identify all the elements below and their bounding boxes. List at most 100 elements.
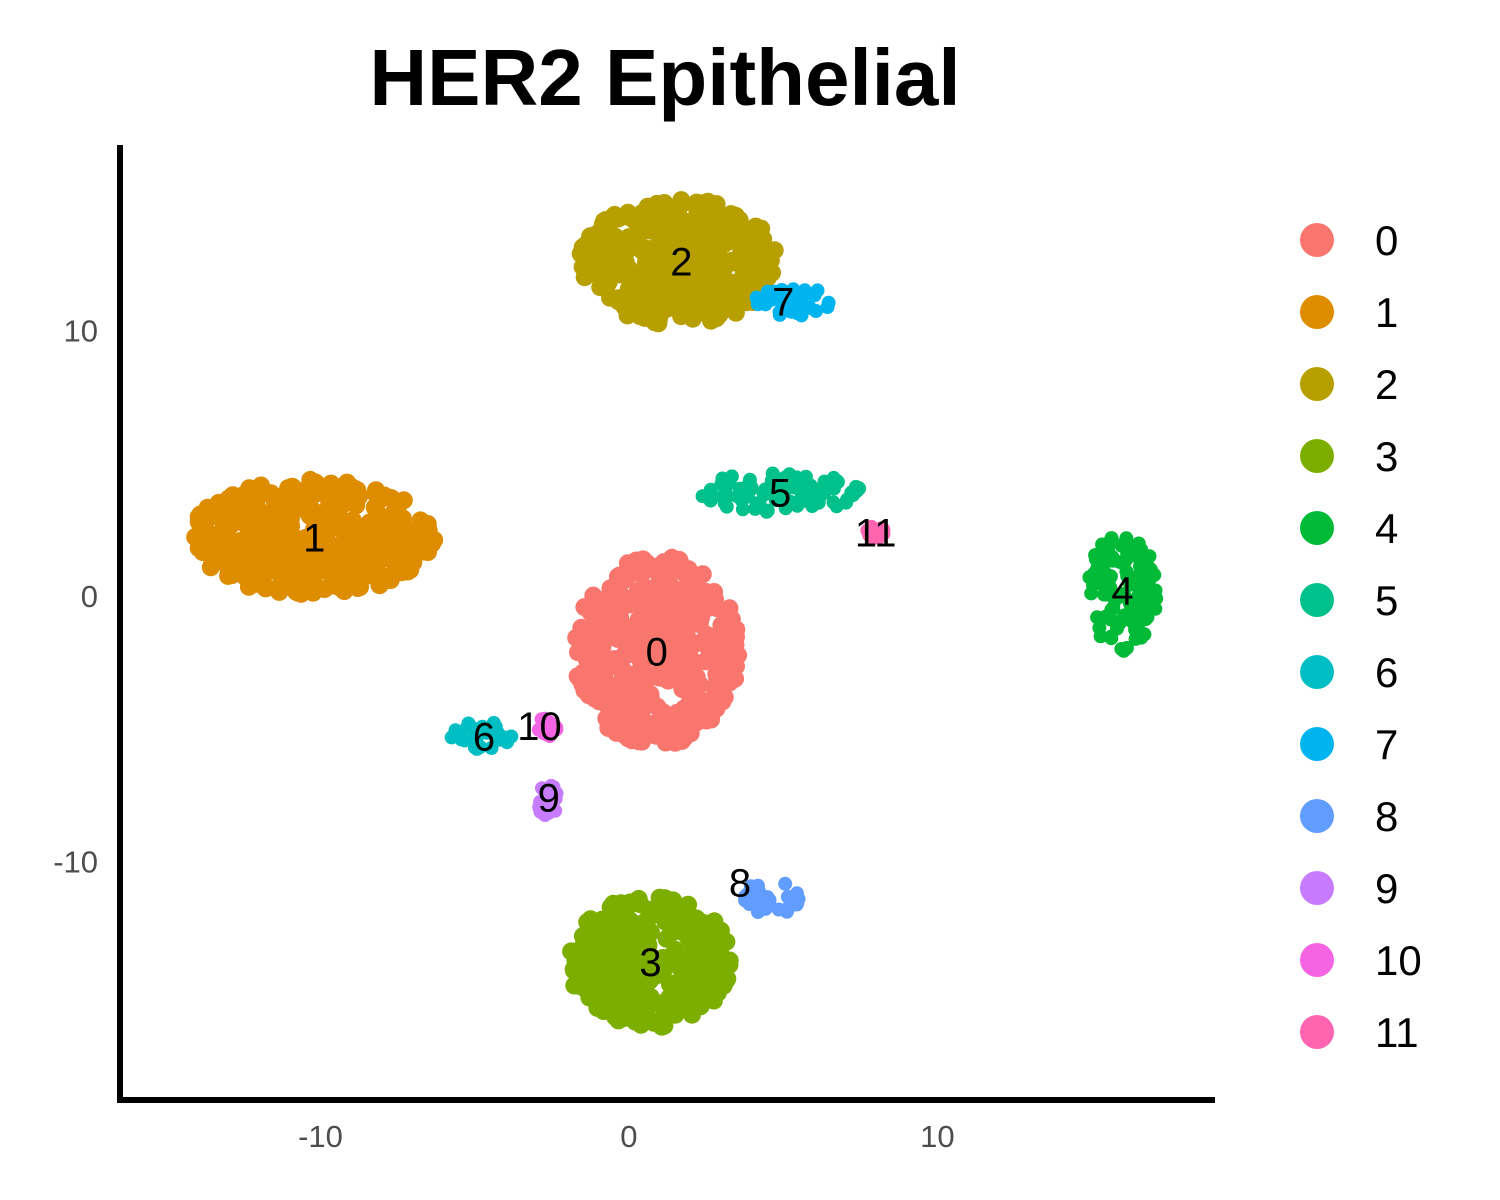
point-cluster-0: [691, 675, 710, 694]
point-cluster-5: [724, 469, 739, 484]
legend-item-1: 1: [1300, 289, 1398, 336]
point-cluster-2: [723, 253, 742, 272]
cluster-label-6: 6: [473, 716, 495, 760]
cluster-0-points: [567, 548, 748, 752]
x-tick-label: 0: [620, 1119, 637, 1154]
point-cluster-2: [676, 302, 695, 321]
point-cluster-6: [475, 719, 490, 734]
point-cluster-0: [726, 636, 745, 655]
x-axis-ticks: -10 0 10: [298, 1119, 955, 1154]
point-cluster-5: [805, 499, 820, 514]
point-cluster-3: [619, 938, 638, 957]
point-cluster-2: [616, 253, 635, 272]
point-cluster-5: [735, 502, 750, 517]
point-cluster-1: [370, 576, 389, 595]
point-cluster-0: [602, 709, 620, 728]
point-cluster-3: [670, 948, 688, 967]
point-cluster-3: [599, 944, 618, 963]
legend-swatch: [1300, 583, 1334, 617]
legend-swatch: [1300, 511, 1334, 545]
point-cluster-0: [602, 612, 621, 631]
cluster-label-0: 0: [646, 631, 668, 675]
point-cluster-2: [711, 230, 730, 249]
point-cluster-2: [646, 237, 665, 256]
point-cluster-1: [307, 511, 326, 530]
point-cluster-3: [600, 908, 619, 927]
point-cluster-4: [1084, 586, 1099, 601]
legend-swatch: [1300, 943, 1334, 977]
point-cluster-3: [699, 915, 718, 934]
x-tick-label: 10: [920, 1119, 954, 1154]
point-cluster-1: [213, 533, 232, 551]
cluster-label-7: 7: [772, 281, 794, 325]
legend-label: 6: [1375, 649, 1398, 696]
point-cluster-1: [350, 487, 369, 506]
cluster-9-points: [532, 778, 564, 823]
point-cluster-2: [655, 260, 674, 279]
cluster-label-2: 2: [670, 241, 692, 285]
point-cluster-1: [280, 506, 299, 525]
point-cluster-7: [765, 292, 780, 307]
point-cluster-2: [698, 271, 717, 289]
point-cluster-4: [1131, 589, 1146, 604]
point-cluster-1: [300, 528, 319, 547]
point-cluster-1: [284, 478, 302, 497]
legend-swatch: [1300, 223, 1334, 257]
point-cluster-1: [229, 501, 248, 520]
point-cluster-8: [778, 876, 793, 891]
point-cluster-2: [636, 219, 655, 238]
y-tick-label: -10: [53, 844, 98, 879]
point-cluster-6: [462, 717, 476, 732]
point-cluster-4: [1133, 568, 1148, 583]
point-cluster-0: [574, 663, 593, 682]
point-cluster-0: [599, 655, 618, 674]
legend-label: 1: [1375, 289, 1398, 336]
point-cluster-5: [844, 485, 859, 500]
point-cluster-3: [592, 974, 611, 993]
point-cluster-3: [609, 923, 628, 942]
legend-swatch: [1300, 295, 1334, 329]
point-cluster-1: [387, 538, 405, 557]
point-cluster-4: [1104, 531, 1119, 546]
point-cluster-2: [656, 275, 674, 294]
point-cluster-3: [575, 964, 594, 983]
cluster-7-points: [749, 282, 836, 323]
cluster-label-3: 3: [639, 941, 661, 985]
cluster-label-4: 4: [1111, 570, 1133, 614]
point-cluster-0: [640, 617, 659, 636]
point-cluster-2: [667, 239, 686, 258]
point-cluster-2: [586, 253, 605, 272]
legend-label: 7: [1375, 721, 1398, 768]
cluster-label-9: 9: [538, 777, 560, 821]
point-cluster-3: [616, 976, 635, 995]
point-cluster-3: [646, 966, 665, 985]
cluster-10-points: [531, 711, 564, 744]
point-cluster-2: [734, 264, 753, 283]
point-cluster-6: [448, 723, 463, 738]
cluster-8-points: [738, 876, 806, 920]
cluster-label-1: 1: [303, 517, 325, 561]
point-cluster-2: [681, 214, 699, 233]
point-cluster-1: [304, 583, 323, 602]
legend-label: 4: [1375, 505, 1398, 552]
point-cluster-0: [712, 674, 731, 693]
point-cluster-9: [537, 782, 552, 797]
point-cluster-4: [1089, 547, 1104, 562]
point-cluster-4: [1114, 538, 1129, 553]
point-cluster-1: [297, 551, 316, 570]
point-cluster-2: [765, 241, 784, 260]
point-cluster-0: [621, 622, 640, 640]
legend-item-0: 0: [1300, 217, 1398, 264]
point-cluster-1: [186, 528, 205, 547]
point-cluster-5: [759, 504, 774, 519]
point-cluster-2: [763, 263, 781, 282]
legend-label: 0: [1375, 217, 1398, 264]
point-cluster-2: [752, 219, 771, 238]
point-cluster-5: [798, 469, 813, 484]
point-cluster-1: [246, 491, 264, 510]
point-cluster-8: [751, 878, 765, 893]
point-cluster-9: [532, 800, 547, 815]
point-cluster-3: [605, 997, 624, 1016]
legend-item-11: 11: [1300, 1009, 1419, 1056]
